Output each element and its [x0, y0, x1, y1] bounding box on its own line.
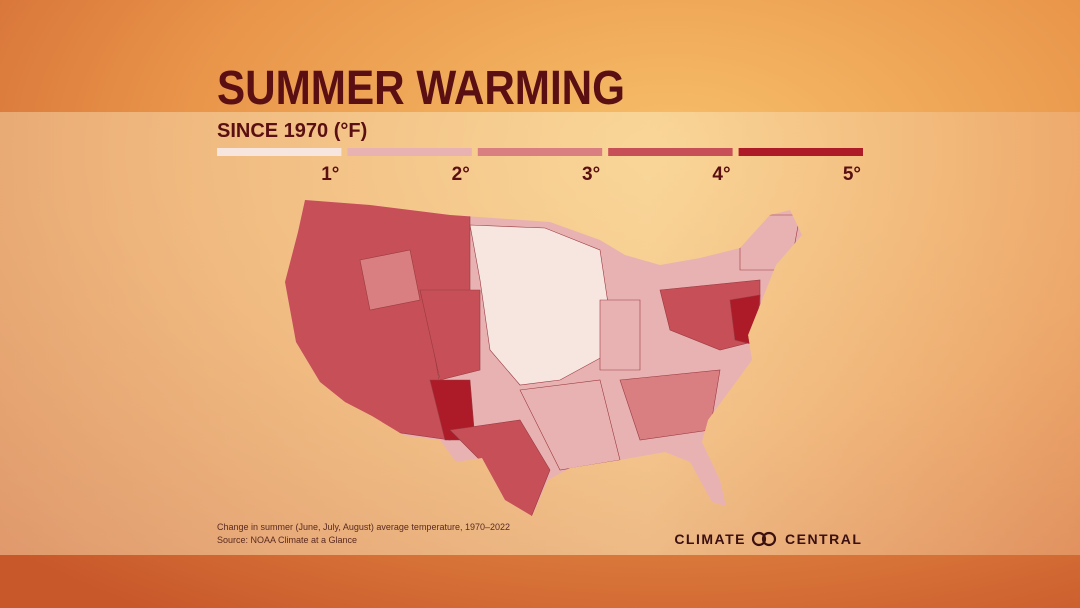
logo-text: CENTRAL [785, 531, 862, 547]
region [519, 379, 621, 471]
region [469, 224, 616, 386]
legend-label: 4° [712, 164, 730, 185]
logo-text: CLIMATE [674, 531, 746, 547]
logo-ring [751, 531, 767, 547]
legend: 1° 2° 3° 4° 5° [217, 148, 863, 185]
region [359, 249, 421, 311]
subtitle: SINCE 1970 (°F) [217, 120, 367, 142]
footnote: Change in summer (June, July, August) av… [217, 522, 510, 532]
logo: CLIMATE CENTRAL [674, 531, 862, 547]
legend-swatch [477, 148, 603, 156]
logo-ring [761, 531, 777, 547]
region [419, 289, 481, 381]
legend-label: 1° [321, 164, 339, 185]
legend-label: 3° [582, 164, 600, 185]
region [599, 299, 641, 371]
legend-swatch [608, 148, 733, 156]
legend-swatch [738, 148, 863, 156]
legend-label: 2° [452, 164, 470, 185]
legend-swatch [347, 148, 472, 156]
legend-label: 5° [843, 164, 861, 185]
legend-swatch [217, 148, 342, 156]
title: SUMMER WARMING [217, 62, 625, 115]
source: Source: NOAA Climate at a Glance [217, 535, 357, 545]
